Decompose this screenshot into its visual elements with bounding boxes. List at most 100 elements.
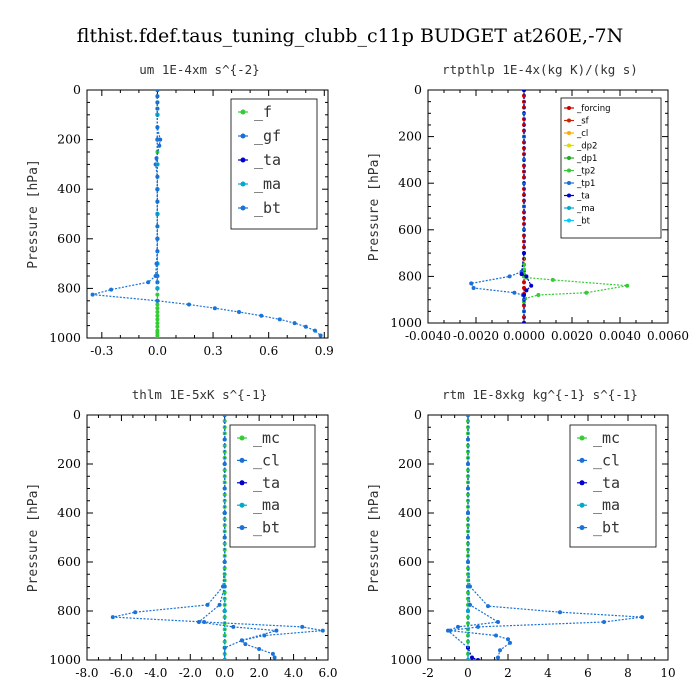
panel-title: rtpthlp 1E-4x(kg K)/(kg s) xyxy=(442,62,638,77)
y-tick-label: 0 xyxy=(414,407,422,422)
data-point xyxy=(522,227,526,232)
data-point xyxy=(155,306,160,311)
data-point xyxy=(155,298,160,303)
panel-4: rtm 1E-8xkg kg^{-1} s^{-1} Pressure [hPa]… xyxy=(367,387,676,680)
y-axis-label: Pressure [hPa] xyxy=(26,483,41,593)
legend-marker xyxy=(567,143,571,148)
legend-marker xyxy=(239,502,245,508)
data-point xyxy=(466,517,470,522)
legend-marker xyxy=(579,457,585,463)
y-tick-label: 400 xyxy=(57,181,81,196)
legend: _mc _cl _ta _ma _bt xyxy=(229,424,316,548)
data-point xyxy=(222,443,227,448)
legend-label: _cl xyxy=(576,129,588,139)
data-point xyxy=(153,274,158,278)
x-tick-label: 2 xyxy=(504,666,512,680)
legend-label: _dp2 xyxy=(576,142,597,152)
data-point xyxy=(522,315,526,320)
data-point xyxy=(239,638,244,643)
legend-label: _sf xyxy=(576,117,590,127)
data-point xyxy=(300,624,305,629)
data-point xyxy=(466,639,470,644)
legend-marker xyxy=(567,218,571,223)
data-point xyxy=(243,642,248,647)
data-point xyxy=(522,321,526,323)
legend-marker xyxy=(567,181,571,185)
data-point xyxy=(466,415,470,417)
data-point xyxy=(259,313,264,318)
data-point xyxy=(272,655,277,660)
y-tick-label: 1000 xyxy=(49,652,81,667)
legend-marker xyxy=(579,435,585,441)
data-point xyxy=(237,310,241,314)
x-tick-label: -0.3 xyxy=(90,344,113,358)
data-point xyxy=(155,310,160,314)
series-line xyxy=(470,90,525,323)
x-tick-label: 0.0 xyxy=(148,344,167,358)
legend-marker xyxy=(579,502,585,508)
data-point xyxy=(522,216,526,221)
x-tick-label: 0.0040 xyxy=(599,329,641,343)
data-point xyxy=(466,492,470,497)
data-point xyxy=(529,283,534,288)
data-point xyxy=(313,328,317,333)
data-point xyxy=(222,511,227,515)
series-group xyxy=(90,90,323,338)
data-point xyxy=(196,620,201,624)
data-point xyxy=(90,292,95,297)
y-tick-label: 800 xyxy=(398,603,422,618)
legend-label: _ta xyxy=(253,474,280,492)
legend-label: _bt xyxy=(576,217,591,227)
data-point xyxy=(318,333,323,338)
data-point xyxy=(522,297,526,302)
data-point xyxy=(522,128,526,133)
legend-marker xyxy=(240,205,246,211)
data-point xyxy=(466,658,470,660)
data-point xyxy=(558,610,562,615)
data-point xyxy=(303,324,308,329)
data-point xyxy=(602,620,606,624)
data-point xyxy=(157,143,162,148)
legend-marker xyxy=(567,106,571,110)
data-point xyxy=(522,146,526,151)
data-point xyxy=(222,615,227,620)
data-point xyxy=(522,140,526,145)
legend-label: _f xyxy=(254,103,272,121)
data-point xyxy=(522,251,526,256)
y-tick-label: 400 xyxy=(57,505,81,520)
legend-label: _tp2 xyxy=(576,167,595,177)
data-point xyxy=(222,468,227,473)
data-point xyxy=(155,236,160,241)
data-point xyxy=(222,492,227,497)
data-point xyxy=(498,648,502,653)
data-point xyxy=(466,443,470,448)
data-point xyxy=(456,624,460,629)
y-tick-label: 1000 xyxy=(390,652,422,667)
data-point xyxy=(155,125,160,130)
data-point xyxy=(522,192,526,197)
data-point xyxy=(522,90,526,92)
legend-label: _ma xyxy=(593,496,620,514)
x-tick-label: 0.0 xyxy=(215,666,234,680)
y-tick-label: 800 xyxy=(57,280,81,295)
series-group xyxy=(469,90,630,323)
y-tick-label: 200 xyxy=(57,456,81,471)
data-point xyxy=(522,93,526,98)
data-point xyxy=(469,281,474,286)
data-point xyxy=(158,137,163,142)
legend-label: _ma xyxy=(253,496,280,514)
data-point xyxy=(155,317,160,322)
data-point xyxy=(155,187,160,192)
data-point xyxy=(522,233,526,238)
y-tick-label: 200 xyxy=(398,129,422,144)
x-tick-label: 4 xyxy=(544,666,552,680)
panel-1: um 1E-4xm s^{-2} Pressure [hPa] 0 200 400 600… xyxy=(26,62,334,358)
data-point xyxy=(522,157,526,162)
x-tick-label: 8 xyxy=(624,666,632,680)
legend-label: _bt xyxy=(593,519,620,537)
legend-marker xyxy=(567,131,571,135)
x-tick-label: 0 xyxy=(464,666,472,680)
y-tick-label: 400 xyxy=(398,505,422,520)
data-point xyxy=(584,290,589,295)
